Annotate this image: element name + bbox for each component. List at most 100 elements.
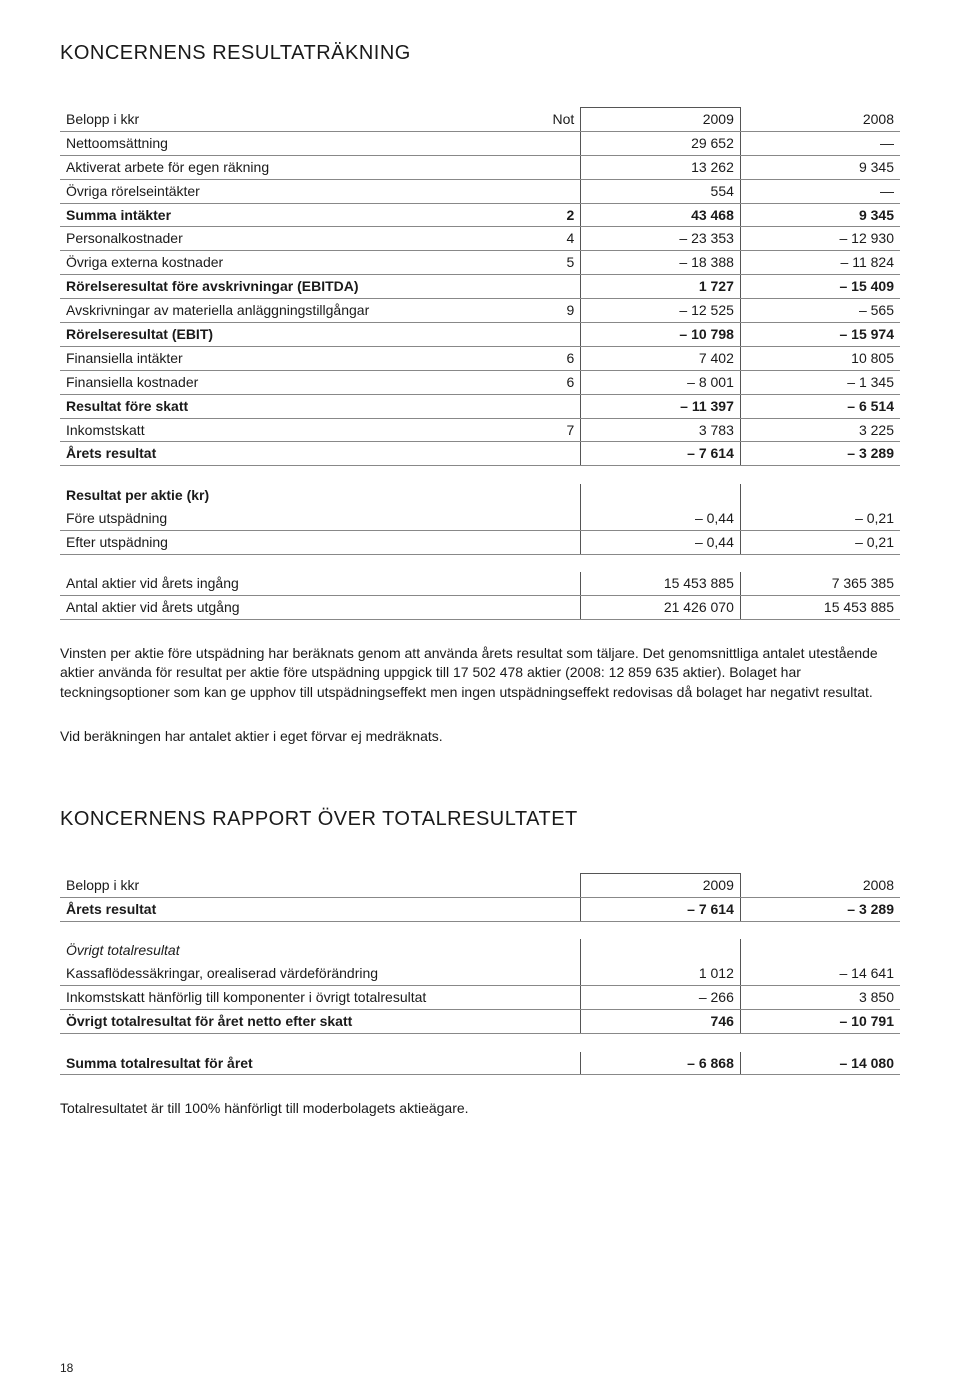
paragraph-attribution: Totalresultatet är till 100% hänförligt … bbox=[60, 1099, 900, 1119]
income-statement-table: Belopp i kkr Not 2009 2008 Nettoomsättni… bbox=[60, 107, 900, 620]
row-label: Antal aktier vid årets utgång bbox=[60, 595, 514, 619]
row-note bbox=[514, 394, 581, 418]
row-note: 4 bbox=[514, 227, 581, 251]
table-row-eps-head: Resultat per aktie (kr) bbox=[60, 484, 900, 507]
table-spacer bbox=[60, 554, 900, 572]
row-2008: 9 345 bbox=[740, 203, 900, 227]
row-label: Rörelseresultat före avskrivningar (EBIT… bbox=[60, 275, 514, 299]
row-note: 2 bbox=[514, 203, 581, 227]
col-2009: 2009 bbox=[581, 108, 741, 132]
table-header-row: Belopp i kkr Not 2009 2008 bbox=[60, 108, 900, 132]
row-label: Resultat per aktie (kr) bbox=[60, 484, 514, 507]
row-label: Finansiella kostnader bbox=[60, 370, 514, 394]
row-note bbox=[514, 155, 581, 179]
row-2008: – 15 409 bbox=[740, 275, 900, 299]
row-2008: 15 453 885 bbox=[740, 595, 900, 619]
row-label: Årets resultat bbox=[60, 898, 581, 922]
table-row: Före utspädning – 0,44 – 0,21 bbox=[60, 507, 900, 530]
row-2009: – 23 353 bbox=[581, 227, 741, 251]
row-2009: – 0,44 bbox=[581, 507, 741, 530]
table-row-oci-sum: Övrigt totalresultat för året netto efte… bbox=[60, 1010, 900, 1034]
table-row: Antal aktier vid årets ingång 15 453 885… bbox=[60, 572, 900, 595]
row-2009: – 8 001 bbox=[581, 370, 741, 394]
row-2009: 554 bbox=[581, 179, 741, 203]
table-row-year-result: Årets resultat – 7 614 – 3 289 bbox=[60, 442, 900, 466]
row-2008: – 14 641 bbox=[740, 962, 900, 985]
table-row: Efter utspädning – 0,44 – 0,21 bbox=[60, 530, 900, 554]
col-label: Belopp i kkr bbox=[60, 874, 581, 898]
row-2009: – 7 614 bbox=[581, 442, 741, 466]
row-2009: 21 426 070 bbox=[581, 595, 741, 619]
table-row-total: Summa totalresultat för året – 6 868 – 1… bbox=[60, 1052, 900, 1075]
table-row: Övriga rörelseintäkter 554 — bbox=[60, 179, 900, 203]
row-2008: – 6 514 bbox=[740, 394, 900, 418]
row-2008: – 11 824 bbox=[740, 251, 900, 275]
row-2008: – 14 080 bbox=[740, 1052, 900, 1075]
table-row-pretax: Resultat före skatt – 11 397 – 6 514 bbox=[60, 394, 900, 418]
col-label: Belopp i kkr bbox=[60, 108, 514, 132]
row-2008: – 0,21 bbox=[740, 507, 900, 530]
row-note: 9 bbox=[514, 299, 581, 323]
row-2008: — bbox=[740, 131, 900, 155]
row-2009: 3 783 bbox=[581, 418, 741, 442]
row-2008: 3 225 bbox=[740, 418, 900, 442]
row-2008: – 565 bbox=[740, 299, 900, 323]
heading-income-statement: KONCERNENS RESULTATRÄKNING bbox=[60, 40, 900, 67]
col-note: Not bbox=[514, 108, 581, 132]
row-label: Summa intäkter bbox=[60, 203, 514, 227]
row-2009: – 11 397 bbox=[581, 394, 741, 418]
row-2009: – 18 388 bbox=[581, 251, 741, 275]
col-2009: 2009 bbox=[581, 874, 741, 898]
row-2009: 7 402 bbox=[581, 346, 741, 370]
row-label: Inkomstskatt bbox=[60, 418, 514, 442]
row-2008: – 10 791 bbox=[740, 1010, 900, 1034]
table-spacer bbox=[60, 466, 900, 484]
row-2009: – 10 798 bbox=[581, 323, 741, 347]
row-note: 5 bbox=[514, 251, 581, 275]
row-label: Inkomstskatt hänförlig till komponenter … bbox=[60, 986, 581, 1010]
table-row: Inkomstskatt 7 3 783 3 225 bbox=[60, 418, 900, 442]
table-row: Finansiella kostnader 6 – 8 001 – 1 345 bbox=[60, 370, 900, 394]
row-2008: – 0,21 bbox=[740, 530, 900, 554]
row-2009: – 266 bbox=[581, 986, 741, 1010]
table-row: Antal aktier vid årets utgång 21 426 070… bbox=[60, 595, 900, 619]
row-2009: 15 453 885 bbox=[581, 572, 741, 595]
row-2008: 10 805 bbox=[740, 346, 900, 370]
table-row: Nettoomsättning 29 652 — bbox=[60, 131, 900, 155]
table-row: Personalkostnader 4 – 23 353 – 12 930 bbox=[60, 227, 900, 251]
row-label: Summa totalresultat för året bbox=[60, 1052, 581, 1075]
table-spacer bbox=[60, 921, 900, 939]
row-2009: 43 468 bbox=[581, 203, 741, 227]
row-label: Nettoomsättning bbox=[60, 131, 514, 155]
row-2008: – 12 930 bbox=[740, 227, 900, 251]
row-2008: – 3 289 bbox=[740, 442, 900, 466]
row-label: Efter utspädning bbox=[60, 530, 514, 554]
row-note bbox=[514, 275, 581, 299]
row-label: Avskrivningar av materiella anläggningst… bbox=[60, 299, 514, 323]
table-row: Kassaflödessäkringar, orealiserad värdef… bbox=[60, 962, 900, 985]
col-2008: 2008 bbox=[740, 108, 900, 132]
row-2008: — bbox=[740, 179, 900, 203]
row-2009: 13 262 bbox=[581, 155, 741, 179]
row-label: Övrigt totalresultat bbox=[60, 939, 581, 962]
col-2008: 2008 bbox=[740, 874, 900, 898]
row-2009: 746 bbox=[581, 1010, 741, 1034]
table-row-oci-head: Övrigt totalresultat bbox=[60, 939, 900, 962]
row-2008: – 15 974 bbox=[740, 323, 900, 347]
row-note: 6 bbox=[514, 370, 581, 394]
paragraph-treasury-note: Vid beräkningen har antalet aktier i ege… bbox=[60, 727, 900, 747]
paragraph-eps-note: Vinsten per aktie före utspädning har be… bbox=[60, 644, 900, 703]
row-note bbox=[514, 442, 581, 466]
table-row-ebitda: Rörelseresultat före avskrivningar (EBIT… bbox=[60, 275, 900, 299]
page-number: 18 bbox=[60, 1360, 73, 1376]
row-2008: – 1 345 bbox=[740, 370, 900, 394]
row-note bbox=[514, 179, 581, 203]
row-label: Resultat före skatt bbox=[60, 394, 514, 418]
total-result-table: Belopp i kkr 2009 2008 Årets resultat – … bbox=[60, 873, 900, 1075]
table-row: Aktiverat arbete för egen räkning 13 262… bbox=[60, 155, 900, 179]
row-2009: – 6 868 bbox=[581, 1052, 741, 1075]
row-label: Övriga externa kostnader bbox=[60, 251, 514, 275]
row-label: Övriga rörelseintäkter bbox=[60, 179, 514, 203]
row-label: Personalkostnader bbox=[60, 227, 514, 251]
row-label: Antal aktier vid årets ingång bbox=[60, 572, 514, 595]
